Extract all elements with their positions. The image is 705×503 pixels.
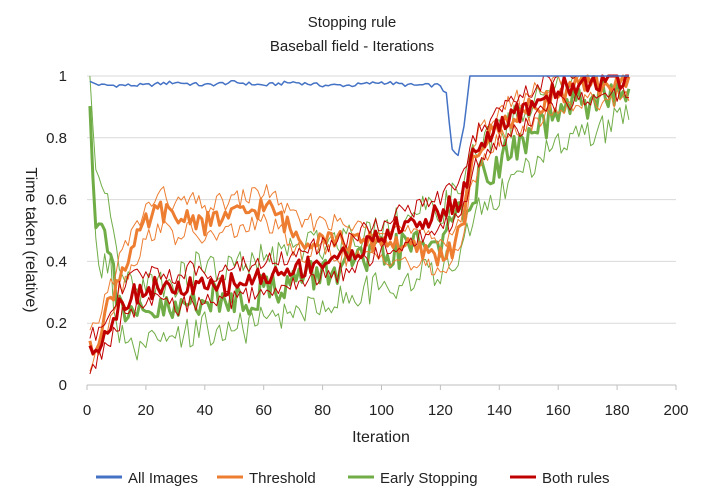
x-tick-label: 80	[314, 402, 331, 419]
x-tick-label: 60	[255, 402, 272, 419]
x-tick-label: 180	[605, 402, 630, 419]
series-lower-band	[89, 88, 630, 372]
series-upper-band	[89, 75, 629, 331]
legend-label: Both rules	[542, 470, 610, 487]
y-tick-label: 0.8	[46, 130, 67, 147]
x-tick-label: 140	[487, 402, 512, 419]
y-tick-label: 0.4	[46, 253, 67, 270]
series-line	[89, 75, 629, 157]
x-tick-label: 0	[83, 402, 91, 419]
y-tick-label: 1	[59, 68, 67, 85]
legend-label: All Images	[128, 470, 198, 487]
legend-label: Threshold	[249, 470, 316, 487]
series-lower-band	[89, 86, 629, 375]
axes: 0 0.2 0.4 0.6 0.8 1 0 20 40 60 80 100 120 140 160 180 20…	[46, 68, 688, 419]
legend-label: Early Stopping	[380, 470, 478, 487]
series-upper-band	[89, 75, 629, 341]
y-tick-label: 0.6	[46, 192, 67, 209]
x-tick-label: 100	[369, 402, 394, 419]
x-tick-label: 160	[546, 402, 571, 419]
x-axis-label: Iteration	[352, 429, 410, 446]
x-tick-label: 120	[428, 402, 453, 419]
legend: All Images Threshold Early Stopping Both ru…	[96, 470, 610, 487]
x-tick-label: 20	[138, 402, 155, 419]
chart-subtitle: Baseball field - Iterations	[270, 38, 434, 55]
series-line	[88, 74, 631, 356]
series-line	[88, 74, 629, 356]
chart-title: Stopping rule	[308, 14, 396, 31]
y-axis-label: Time taken (relative)	[22, 167, 39, 312]
y-tick-label: 0.2	[46, 315, 67, 332]
x-tick-label: 200	[663, 402, 688, 419]
series-layer	[88, 74, 631, 375]
y-tick-label: 0	[59, 377, 67, 394]
x-tick-label: 40	[196, 402, 213, 419]
series-lower-band	[89, 104, 630, 361]
